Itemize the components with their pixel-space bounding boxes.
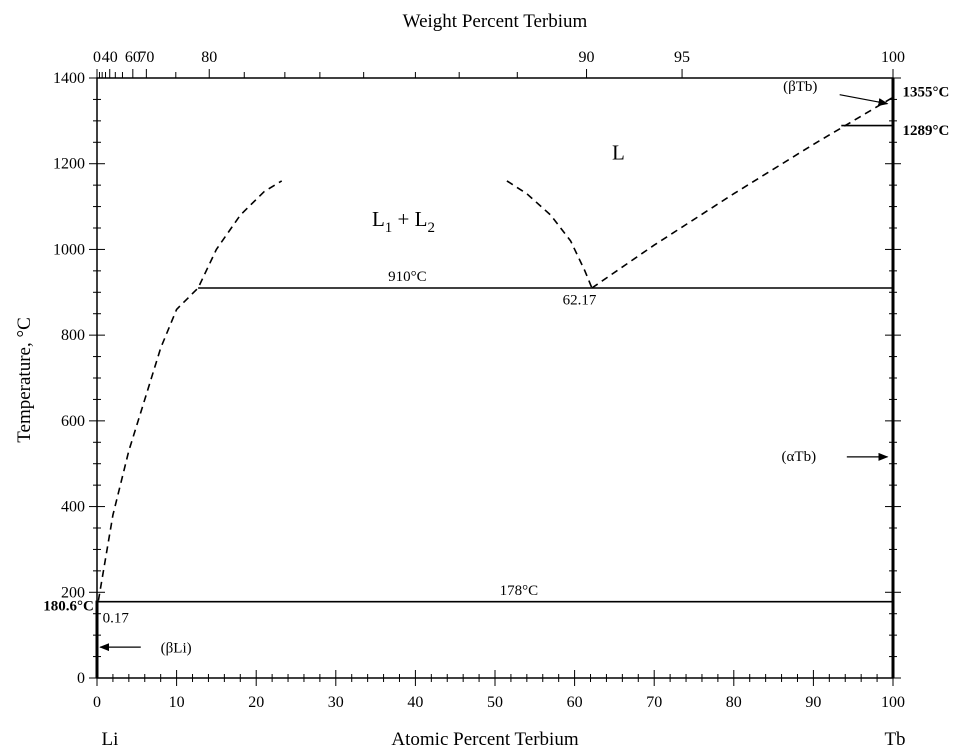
x-tick-label: 90 [805, 694, 821, 711]
x-axis-title: Atomic Percent Terbium [391, 729, 578, 750]
phase-label-part: + L [392, 207, 427, 231]
top-tick-label: 0 [93, 49, 101, 66]
liquidus-curve [506, 180, 593, 289]
axis-ticks [89, 69, 901, 686]
annotation-label: 910°C [388, 269, 427, 285]
liquidus-curve [591, 96, 894, 289]
x-tick-label: 20 [248, 694, 264, 711]
phase-arrow-label: (βLi) [161, 640, 192, 656]
x-tick-label: 40 [407, 694, 423, 711]
top-axis-title: Weight Percent Terbium [403, 11, 588, 32]
x-tick-label: 70 [646, 694, 662, 711]
x-tick-label: 30 [328, 694, 344, 711]
top-tick-label: 90 [579, 49, 595, 66]
top-tick-label: 100 [881, 49, 905, 66]
y-tick-label: 1200 [53, 156, 85, 173]
x-tick-label: 10 [169, 694, 185, 711]
x-tick-label: 60 [567, 694, 583, 711]
annotation-label: 180.6°C [43, 598, 94, 614]
top-tick-label: 95 [674, 49, 690, 66]
y-tick-label: 0 [77, 670, 85, 687]
top-tick-label: 40 [102, 49, 118, 66]
x-tick-label: 80 [726, 694, 742, 711]
liquidus-curve [97, 180, 283, 601]
annotation-label: 1289°C [903, 123, 950, 139]
y-tick-label: 200 [61, 584, 85, 601]
axis-tick-labels: 0 10 20 30 40 50 60 70 80 90 100020040060080010001… [53, 49, 905, 711]
phase-label-part: L [372, 207, 385, 231]
plot-frame [96, 77, 894, 679]
pointer-arrow [839, 94, 889, 106]
annotation-label: 62.17 [563, 292, 597, 308]
phase-region-label: L1 + L2 [372, 207, 435, 236]
phase-label-part: 1 [385, 220, 393, 236]
x-tick-label: 50 [487, 694, 503, 711]
y-tick-label: 1400 [53, 70, 85, 87]
phase-boundaries [95, 78, 895, 678]
y-tick-label: 1000 [53, 241, 85, 258]
x-tick-label: 100 [881, 694, 905, 711]
left-end-label: Li [102, 729, 119, 750]
phase-arrow-label: (βTb) [783, 79, 817, 95]
right-end-label: Tb [884, 729, 905, 750]
x-tick-label: 0 [93, 694, 101, 711]
phase-label-part: 2 [427, 220, 435, 236]
annotation-label: 178°C [500, 583, 539, 599]
top-tick-label: 60 [125, 49, 141, 66]
y-tick-label: 600 [61, 413, 85, 430]
top-tick-label: 80 [201, 49, 217, 66]
y-tick-label: 800 [61, 327, 85, 344]
annotations: 910°C62.17178°C0.17180.6°C1355°C1289°CLL… [43, 79, 949, 656]
phase-arrow-label: (αTb) [782, 449, 817, 465]
phase-region-label: L [612, 140, 625, 164]
annotation-label: 1355°C [903, 84, 950, 100]
y-axis-title: Temperature, °C [14, 317, 35, 443]
annotation-label: 0.17 [103, 610, 130, 626]
y-tick-label: 400 [61, 499, 85, 516]
top-tick-label: 70 [138, 49, 154, 66]
